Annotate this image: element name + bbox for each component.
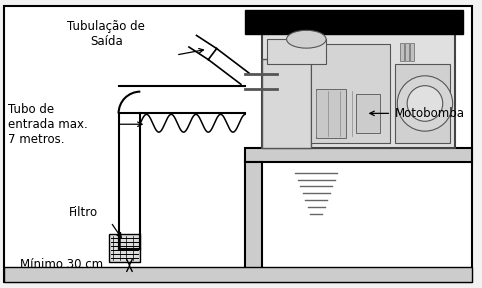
- Bar: [245, 10, 463, 34]
- Bar: [245, 162, 262, 268]
- Bar: [316, 89, 346, 138]
- Bar: [109, 234, 140, 262]
- Circle shape: [397, 76, 453, 131]
- Bar: [245, 148, 472, 162]
- Bar: [267, 39, 326, 64]
- Bar: [405, 43, 409, 61]
- Text: Tubo de
entrada max.
7 metros.: Tubo de entrada max. 7 metros.: [8, 103, 88, 146]
- Bar: [311, 44, 390, 143]
- Circle shape: [407, 86, 443, 121]
- Text: Filtro: Filtro: [69, 206, 98, 219]
- Text: Motobomba: Motobomba: [395, 107, 465, 120]
- Text: Mínimo 30 cm: Mínimo 30 cm: [20, 258, 103, 271]
- Bar: [4, 267, 472, 282]
- Ellipse shape: [287, 30, 326, 48]
- Text: Tubulação de
Saída: Tubulação de Saída: [67, 20, 145, 48]
- Bar: [262, 59, 311, 148]
- Bar: [400, 43, 404, 61]
- Bar: [395, 64, 450, 143]
- Bar: [410, 43, 414, 61]
- Bar: [262, 20, 455, 148]
- Bar: [356, 94, 380, 133]
